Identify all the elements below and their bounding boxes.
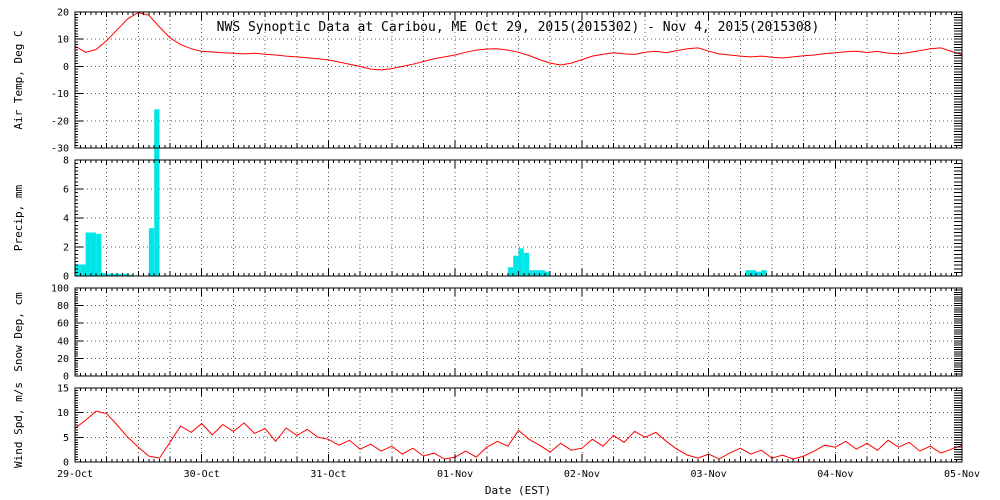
y-tick-label: 0 [63, 272, 69, 283]
y-axis-label-precip: Precip, mm [12, 185, 25, 252]
y-tick-label: 5 [63, 433, 69, 444]
precip-bar [539, 270, 545, 276]
y-tick-label: 20 [57, 354, 69, 365]
x-tick-label: 04-Nov [817, 469, 853, 480]
y-tick-label: 10 [57, 35, 69, 46]
precip-bar [518, 248, 524, 276]
y-tick-label: 80 [57, 301, 69, 312]
precip-bar [523, 252, 530, 276]
precip-bar [122, 273, 128, 276]
air-temperature-line [74, 11, 963, 71]
y-tick-label: 0 [63, 372, 69, 383]
y-axis-label-wind-speed: Wind Spd, m/s [12, 382, 25, 468]
x-axis-label: Date (EST) [485, 484, 551, 497]
precip-bar [148, 228, 155, 276]
x-tick-label: 03-Nov [691, 469, 727, 480]
precip-bar [117, 273, 123, 276]
precip-bar [154, 109, 160, 277]
precip-bar [80, 264, 86, 276]
precip-bar [513, 255, 519, 276]
precip-bar [745, 270, 751, 276]
precip-bar [507, 267, 514, 276]
chart-title: NWS Synoptic Data at Caribou, ME Oct 29,… [217, 20, 820, 35]
y-tick-label: 0 [63, 458, 69, 469]
precip-bar [127, 274, 134, 277]
precip-bar [756, 271, 762, 276]
y-tick-label: 2 [63, 243, 69, 254]
precip-bar [85, 232, 91, 276]
precip-bar [90, 232, 97, 276]
gridlines [75, 12, 962, 462]
precip-bar [106, 273, 112, 276]
y-tick-label: 15 [57, 384, 69, 395]
axis-tick-labels: -30-20-10010200246802040608010005101529-… [51, 8, 980, 481]
precip-bar [750, 270, 757, 276]
precip-bar [534, 270, 540, 276]
x-tick-label: 05-Nov [944, 469, 980, 480]
x-tick-label: 29-Oct [57, 469, 93, 480]
precip-bar [101, 273, 107, 276]
y-tick-label: 6 [63, 185, 69, 196]
wind-speed-line [74, 410, 963, 460]
y-axis-label-snow-depth: Snow Dep, cm [12, 292, 25, 372]
series [74, 11, 963, 460]
x-tick-label: 30-Oct [184, 469, 220, 480]
precip-bar [112, 273, 118, 276]
y-tick-label: 10 [57, 408, 69, 419]
precip-bar [75, 264, 81, 276]
x-tick-label: 02-Nov [564, 469, 600, 480]
precip-bar [96, 233, 102, 276]
panel-frames [74, 11, 963, 463]
precip-bar [544, 271, 551, 276]
y-tick-label: 20 [57, 8, 69, 19]
x-tick-label: 01-Nov [437, 469, 473, 480]
y-tick-label: -20 [51, 116, 69, 127]
y-tick-label: 100 [51, 284, 69, 295]
y-tick-label: 60 [57, 319, 69, 330]
y-axis-label-air-temp: Air Temp, Deg C [12, 30, 25, 129]
y-tick-label: -30 [51, 144, 69, 155]
x-tick-label: 31-Oct [310, 469, 346, 480]
precip-bar [761, 270, 767, 276]
precip-bar [529, 270, 535, 276]
y-tick-label: 0 [63, 62, 69, 73]
y-tick-label: 40 [57, 336, 69, 347]
y-tick-label: 8 [63, 156, 69, 167]
y-tick-label: 4 [63, 214, 69, 225]
y-tick-label: -10 [51, 89, 69, 100]
